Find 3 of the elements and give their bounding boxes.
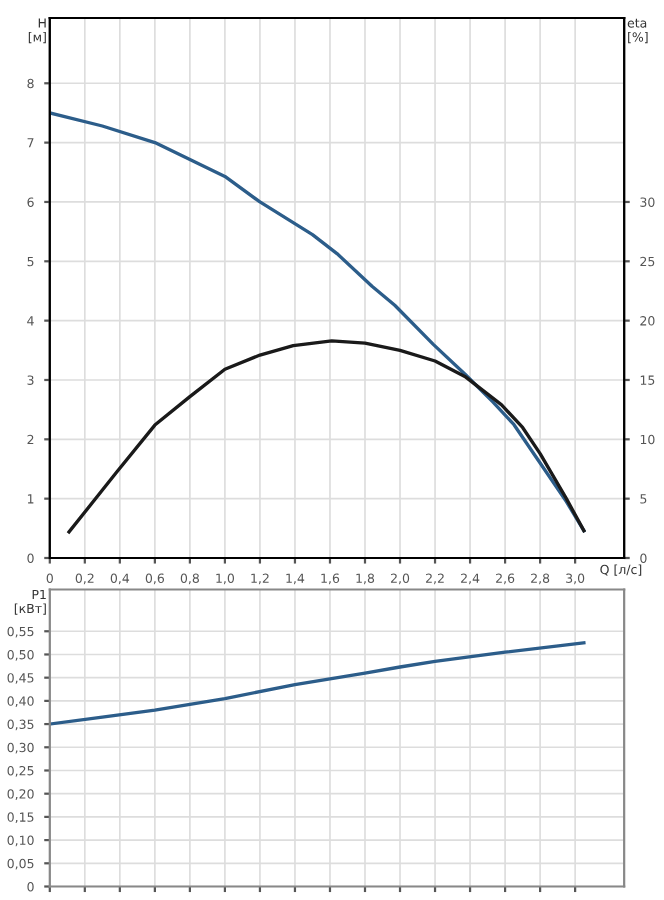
line-series <box>67 339 586 534</box>
line-series <box>49 111 586 533</box>
line-series <box>49 641 586 726</box>
